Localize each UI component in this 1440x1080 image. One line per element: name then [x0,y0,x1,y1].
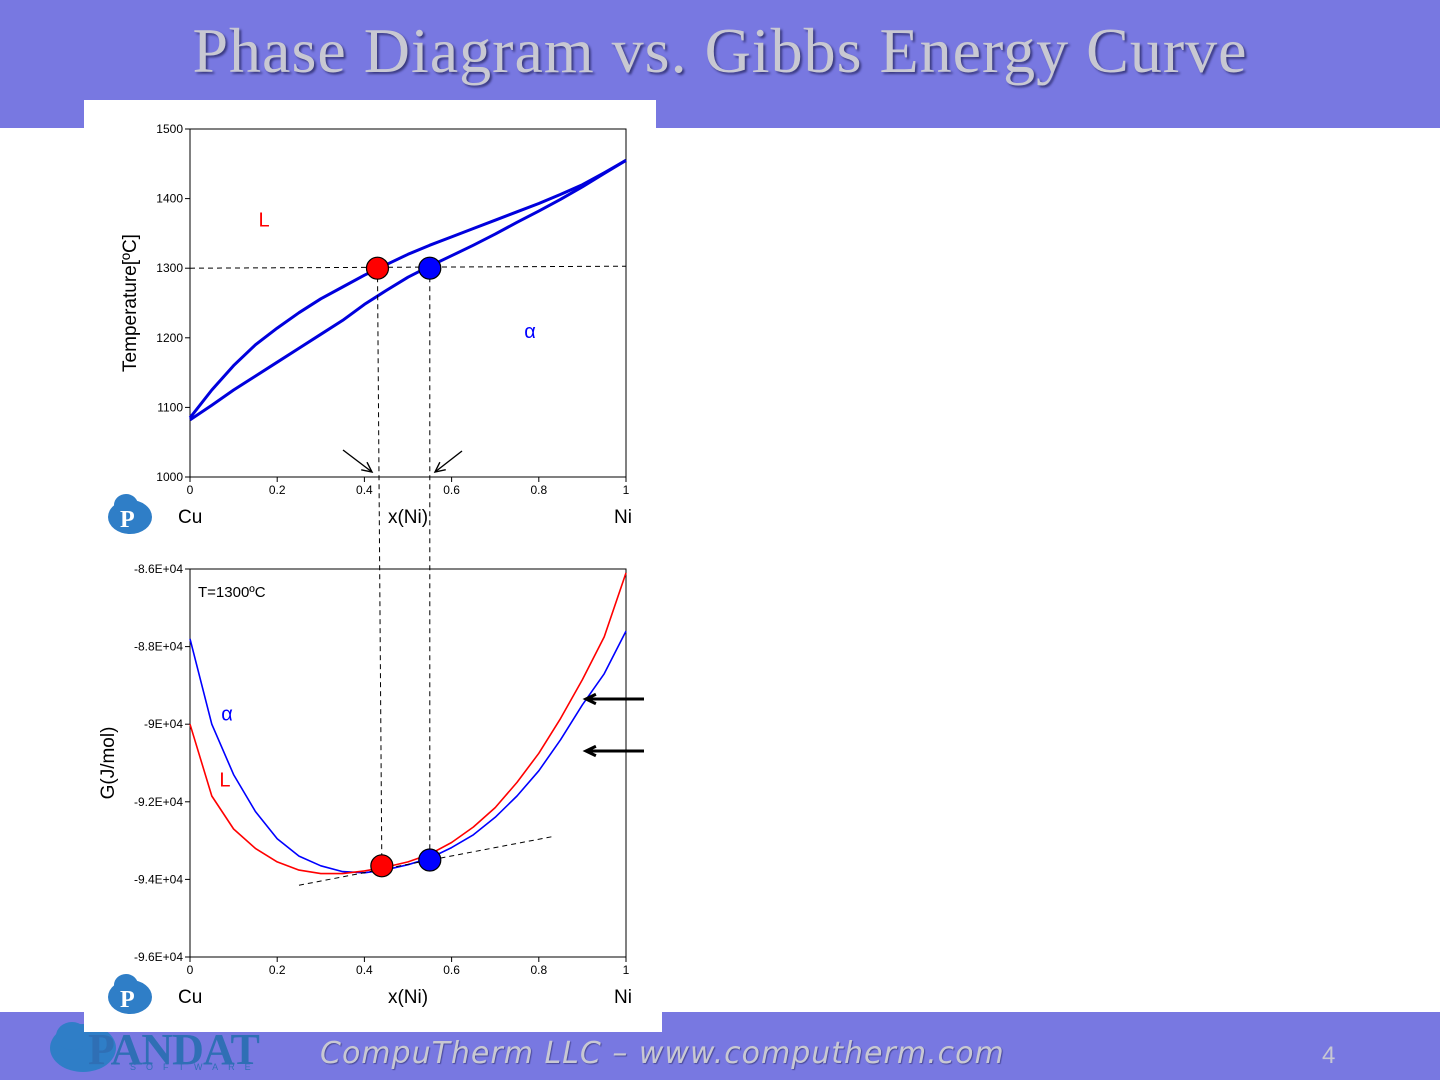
y-tick-label: 1000 [156,470,183,484]
plot-frame [189,568,627,958]
series-label: α [221,703,233,725]
pandat-cloud-icon [50,1022,116,1072]
logo-p-letter: P [120,507,135,533]
plot-frame [189,128,627,478]
x-left-element-label: Cu [178,507,202,528]
x-axis-label: x(Ni) [388,987,428,1008]
y-tick-label: 1200 [156,331,183,345]
x-tick-label: 0 [187,963,194,977]
pandat-logo-sub: SOFTWARE [130,1062,261,1072]
figure-panel-lower [84,540,662,1032]
x-left-element-label: Cu [178,987,202,1008]
pointer-arrow [434,450,463,473]
composition-connector [376,268,383,866]
x-tick-label: 0 [187,483,194,497]
pandat-p-icon: P [108,974,152,1014]
y-tick-label: -9.4E+04 [134,872,183,886]
series-line-solidus [189,159,627,422]
logo-p-letter: P [120,987,135,1013]
x-tick-label: 0.2 [269,963,286,977]
y-tick-label: -9.2E+04 [134,795,183,809]
x-tick-label: 0.8 [530,963,547,977]
x-tick-label: 0.6 [443,963,460,977]
y-tick-label: 1300 [156,261,183,275]
y-tick-label: 1100 [157,400,183,414]
y-axis-label: Temperature[ºC] [120,234,141,372]
pointer-arrow [342,449,373,473]
y-tick-label: -8.6E+04 [134,562,183,576]
x-tick-label: 0.4 [356,963,373,977]
y-axis-label: G(J/mol) [98,727,119,800]
x-tick-label: 1 [623,963,630,977]
y-tick-label: -9.6E+04 [134,950,183,964]
slide-title: Phase Diagram vs. Gibbs Energy Curve [192,15,1248,86]
tangent-point [370,854,394,878]
pandat-p-icon: P [108,494,152,534]
region-label: α [524,321,536,343]
series-line-alpha [189,630,627,874]
series-line-liquidus [188,158,627,419]
series-label: L [219,769,230,791]
tangent-point [418,848,442,872]
pointer-arrow-head [361,461,374,473]
x-right-element-label: Ni [614,507,632,528]
x-tick-label: 0.8 [530,483,547,497]
region-label: L [259,209,270,231]
pointer-arrow-head [433,461,446,473]
logo-blob-shape [114,494,138,516]
page-number: 4 [1322,1042,1336,1069]
x-tick-label: 0.4 [356,483,373,497]
pandat-logo: PANDAT [88,1025,260,1074]
tie-line [189,265,627,269]
temperature-annotation: T=1300ºC [198,584,266,601]
x-tick-label: 1 [623,483,630,497]
y-tick-label: 1400 [156,192,183,206]
equilibrium-point [418,256,442,280]
pointer-arrow-head [582,744,597,758]
footer-text: CompuTherm LLC – www.computherm.com [320,1036,1005,1071]
pointer-arrow-head [582,692,597,706]
x-tick-label: 0.6 [443,483,460,497]
y-tick-label: 1500 [156,122,183,136]
y-tick-label: -8.8E+04 [134,640,183,654]
equilibrium-point [365,256,390,280]
logo-blob-shape [114,974,138,996]
x-axis-label: x(Ni) [388,507,428,528]
x-right-element-label: Ni [614,987,632,1008]
x-tick-label: 0.2 [269,483,286,497]
y-tick-label: -9E+04 [144,717,183,731]
series-line-liquid [189,572,627,875]
